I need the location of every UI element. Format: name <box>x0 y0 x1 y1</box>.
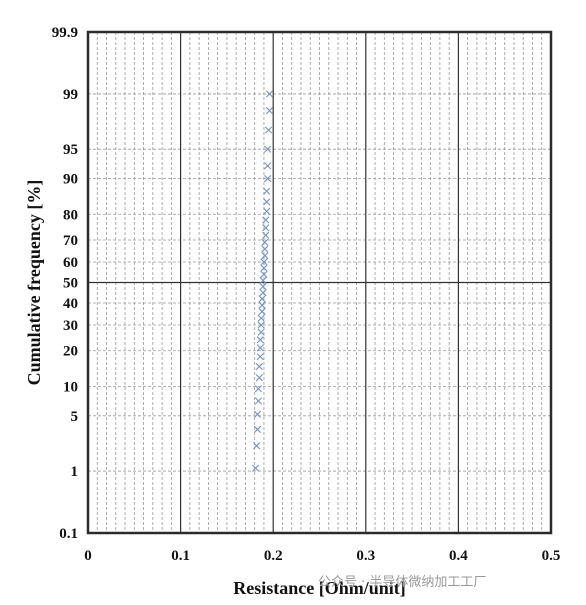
data-point <box>263 207 271 215</box>
data-point <box>258 307 266 316</box>
x-tick-label: 0.1 <box>171 548 190 564</box>
data-point <box>252 464 260 472</box>
data-point <box>255 362 263 371</box>
data-point <box>260 270 268 278</box>
y-tick-label: 60 <box>63 255 78 271</box>
data-point <box>257 328 265 336</box>
y-axis-title: Cumulative frequency [%] <box>24 180 44 386</box>
y-tick-label: 20 <box>63 344 78 360</box>
y-tick-label: 1 <box>71 464 79 480</box>
major-grid-lines <box>88 32 551 533</box>
x-tick-label: 0.4 <box>449 548 468 564</box>
data-point <box>257 321 265 329</box>
data-point <box>261 245 269 253</box>
data-point <box>259 276 267 285</box>
data-point <box>262 224 270 232</box>
x-tick-label: 0 <box>84 548 92 564</box>
watermark: 公众号 · 半导体微纳加工工厂 <box>318 575 487 590</box>
data-point <box>258 295 266 303</box>
x-axis-title: Resistance [Ohm/unit] <box>233 578 406 598</box>
data-point <box>263 198 271 206</box>
data-point <box>264 145 272 153</box>
data-point <box>256 336 264 344</box>
plot-area-border <box>86 30 553 535</box>
data-point <box>264 175 272 183</box>
data-point <box>252 442 261 450</box>
y-tick-label: 30 <box>63 318 78 334</box>
y-tick-label: 95 <box>63 142 78 158</box>
data-point <box>261 238 269 246</box>
data-point <box>259 282 267 291</box>
data-point <box>265 90 274 98</box>
y-tick-labels: 0.1 1 5 10 20 30 40 50 60 70 80 90 95 99 99.9 <box>52 25 78 542</box>
data-point <box>253 410 262 418</box>
data-point <box>263 187 271 195</box>
data-point <box>264 126 273 134</box>
y-tick-label: 80 <box>63 207 78 223</box>
y-tick-label: 0.1 <box>59 526 78 542</box>
x-tick-label: 0.3 <box>356 548 375 564</box>
y-tick-label: 70 <box>63 233 78 249</box>
data-point <box>260 258 268 266</box>
data-point <box>258 301 266 309</box>
data-point <box>256 344 264 352</box>
data-point <box>265 107 274 115</box>
data-point <box>255 374 263 382</box>
data-point <box>257 314 265 322</box>
y-tick-label: 5 <box>71 409 79 425</box>
y-tick-label: 50 <box>63 276 78 292</box>
data-points <box>252 90 274 472</box>
y-tick-label: 10 <box>63 379 78 395</box>
data-point <box>264 162 272 170</box>
data-point <box>262 216 270 224</box>
y-tick-label: 40 <box>63 296 78 312</box>
data-point <box>259 289 267 297</box>
data-point <box>253 425 262 433</box>
data-point <box>260 264 268 272</box>
y-tick-label: 99 <box>63 87 78 103</box>
y-tick-label: 99.9 <box>52 25 78 41</box>
data-point <box>261 252 269 260</box>
x-tick-label: 0.5 <box>542 548 561 564</box>
data-point <box>256 353 264 361</box>
x-tick-label: 0.2 <box>264 548 283 564</box>
data-point <box>262 231 270 239</box>
y-tick-label: 90 <box>63 172 78 188</box>
data-point <box>254 385 262 393</box>
x-tick-labels: 0 0.1 0.2 0.3 0.4 0.5 <box>84 548 560 564</box>
data-point <box>254 397 262 405</box>
